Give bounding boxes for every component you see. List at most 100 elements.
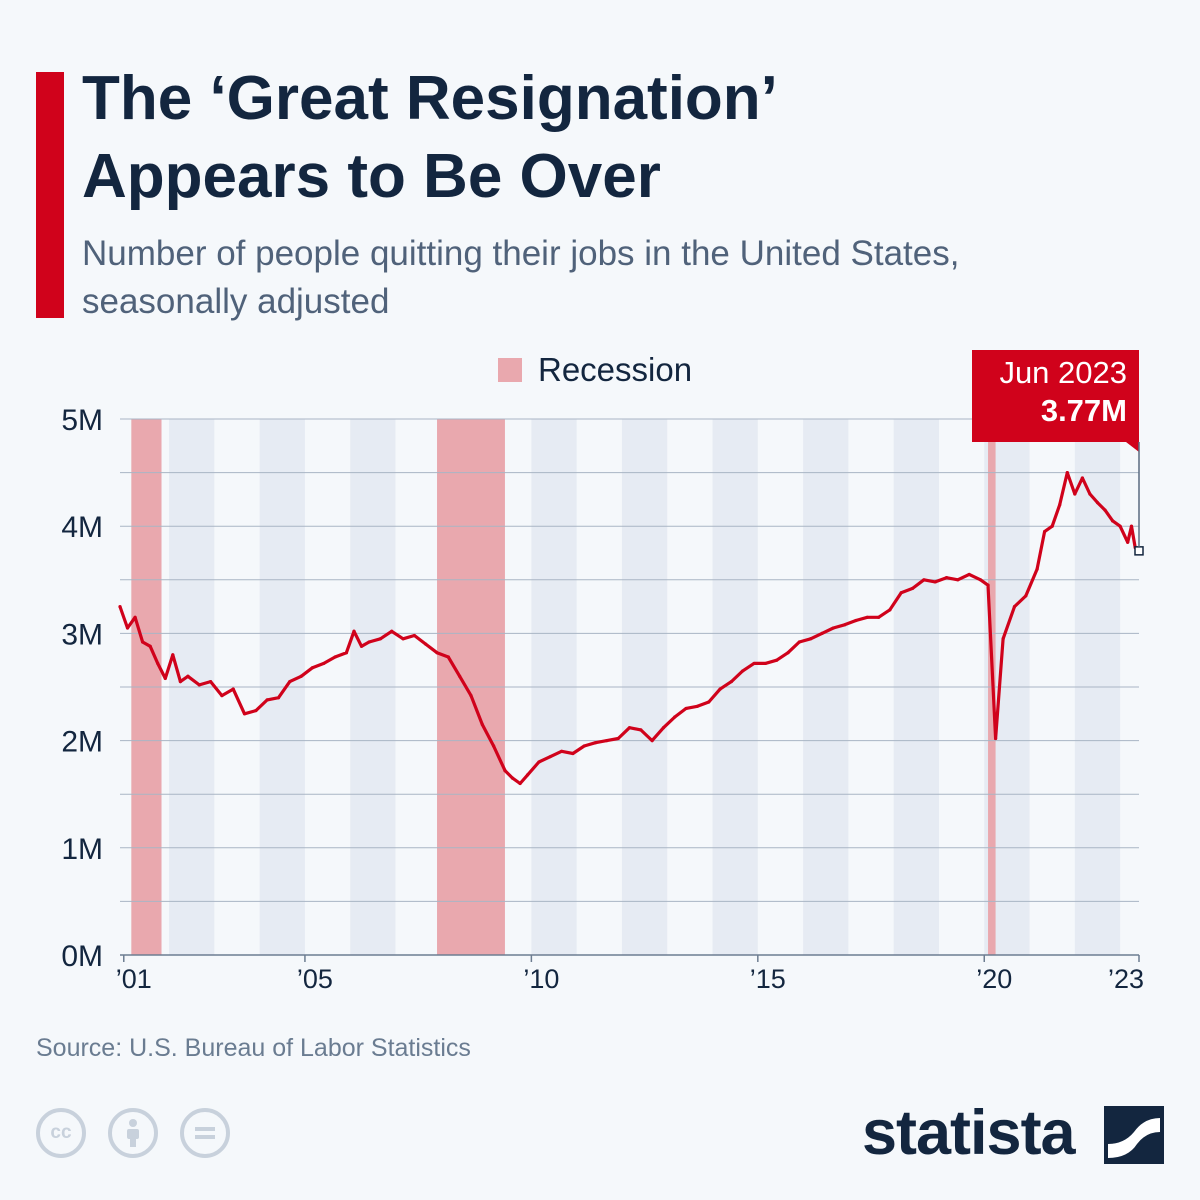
- data-point: [446, 655, 450, 659]
- attribution-icon[interactable]: [108, 1108, 158, 1158]
- data-point: [548, 755, 552, 759]
- data-point: [390, 629, 394, 633]
- y-tick-label: 5M: [61, 404, 103, 437]
- data-point: [650, 739, 654, 743]
- data-point: [1050, 524, 1054, 528]
- data-point: [401, 637, 405, 641]
- data-point: [695, 704, 700, 708]
- data-point: [809, 637, 813, 641]
- data-point: [424, 642, 428, 646]
- subtitle-line-1: Number of people quitting their jobs in …: [82, 234, 960, 273]
- data-point: [344, 651, 349, 655]
- legend-label-recession: Recession: [538, 351, 692, 388]
- data-point: [1103, 508, 1107, 512]
- data-point: [208, 680, 213, 684]
- x-tick-label: ’23: [1108, 964, 1144, 994]
- logo-mark-icon: [1104, 1106, 1164, 1164]
- data-point: [1035, 567, 1039, 571]
- data-point: [922, 578, 926, 582]
- y-tick-label: 3M: [61, 618, 103, 651]
- y-tick-label: 2M: [61, 726, 103, 759]
- data-point: [843, 623, 847, 627]
- data-point: [786, 651, 790, 655]
- data-point: [125, 626, 130, 630]
- data-point: [220, 693, 224, 698]
- x-tick-label: ’01: [116, 964, 152, 994]
- data-point: [133, 615, 137, 619]
- callout-value: 3.77M: [1041, 393, 1127, 428]
- data-point: [412, 633, 416, 638]
- data-point: [178, 680, 182, 684]
- y-tick-label: 1M: [61, 833, 103, 866]
- data-point: [1080, 476, 1084, 480]
- logo-wordmark: statista: [862, 1098, 1076, 1168]
- data-point: [1043, 529, 1047, 534]
- last-value-callout: Jun 2023 3.77M: [972, 350, 1140, 547]
- data-point: [627, 726, 632, 730]
- chart-title: The ‘Great Resignation’ Appears to Be Ov…: [82, 60, 1162, 216]
- data-point: [1012, 605, 1017, 609]
- data-point: [299, 674, 303, 678]
- data-point: [876, 615, 881, 619]
- data-point: [518, 781, 522, 786]
- data-point: [707, 700, 711, 704]
- source-note: Source: U.S. Bureau of Labor Statistics: [36, 1034, 471, 1062]
- data-point: [831, 626, 835, 630]
- y-tick-label: 4M: [61, 511, 103, 544]
- data-point: [510, 776, 515, 780]
- data-point: [163, 676, 167, 681]
- data-point: [171, 653, 175, 657]
- data-point: [559, 749, 564, 753]
- data-point: [310, 666, 315, 670]
- data-point: [526, 773, 530, 777]
- title-line-1: The ‘Great Resignation’: [82, 64, 778, 133]
- data-point: [956, 578, 960, 582]
- data-point: [775, 658, 779, 662]
- data-point: [1129, 524, 1134, 528]
- data-point: [197, 683, 201, 687]
- data-point: [571, 751, 575, 756]
- data-point: [854, 618, 858, 623]
- gridlines: [120, 418, 1139, 956]
- data-point: [469, 693, 473, 698]
- data-point: [820, 631, 824, 635]
- data-point: [276, 696, 281, 700]
- data-point: [265, 698, 269, 702]
- data-point: [1058, 503, 1062, 507]
- creative-commons-icon[interactable]: cc: [36, 1108, 86, 1158]
- data-point: [763, 661, 767, 666]
- subtitle-line-2: seasonally adjusted: [82, 282, 390, 321]
- legend-swatch-recession: [498, 358, 522, 382]
- data-point: [118, 605, 122, 609]
- data-point: [378, 637, 383, 641]
- data-point: [1065, 471, 1069, 475]
- data-point: [231, 687, 235, 691]
- data-point: [537, 760, 541, 764]
- data-point: [593, 741, 598, 745]
- callout-date: Jun 2023: [999, 355, 1127, 390]
- callout-pointer: [1126, 442, 1139, 452]
- data-point: [673, 715, 677, 719]
- x-tick-label: ’05: [297, 964, 333, 994]
- callout-box: [972, 350, 1139, 442]
- data-point: [492, 744, 496, 748]
- x-tick-label: ’20: [976, 964, 1012, 994]
- data-point: [888, 608, 892, 612]
- no-derivatives-icon[interactable]: [180, 1108, 230, 1158]
- data-point: [978, 578, 983, 582]
- x-tick-label: ’15: [750, 964, 786, 994]
- data-point: [729, 680, 734, 684]
- data-point: [288, 680, 292, 684]
- data-point: [993, 736, 998, 741]
- data-point: [1024, 594, 1028, 598]
- y-axis: 0M 1M 2M 3M 4M 5M: [61, 404, 103, 973]
- data-point: [899, 591, 903, 595]
- data-point: [944, 576, 949, 580]
- title-line-2: Appears to Be Over: [82, 142, 661, 211]
- last-point-marker: [1134, 546, 1144, 556]
- legend: Recession: [498, 351, 692, 388]
- data-point: [605, 739, 609, 743]
- data-point: [1073, 492, 1077, 496]
- data-point: [933, 580, 937, 584]
- data-point: [359, 644, 364, 648]
